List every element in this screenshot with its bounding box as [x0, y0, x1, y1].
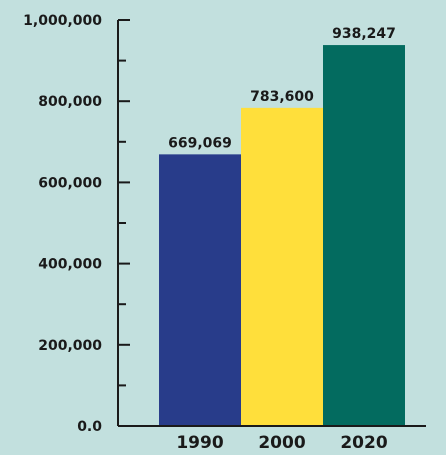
bars — [159, 45, 405, 427]
y-tick-label: 1,000,000 — [23, 13, 102, 29]
x-tick-label: 1990 — [176, 433, 223, 451]
data-label-2000: 783,600 — [250, 89, 314, 105]
x-axis: 1990 2000 2020 — [118, 425, 426, 453]
y-tick-label: 800,000 — [38, 94, 102, 110]
bar-2020 — [323, 45, 405, 426]
bar-1990 — [159, 154, 241, 427]
data-labels: 669,069 783,600 938,247 — [168, 26, 396, 151]
data-label-1990: 669,069 — [168, 135, 232, 151]
y-axis: 0.0 200,000 400,000 600,000 800,000 1,000,000 — [23, 13, 130, 435]
y-tick-label: 600,000 — [38, 175, 102, 191]
x-tick-label: 2020 — [340, 433, 387, 451]
x-tick-label: 2000 — [258, 433, 305, 451]
y-tick-label: 400,000 — [38, 257, 102, 273]
data-label-2020: 938,247 — [332, 26, 396, 42]
bar-2000 — [241, 107, 323, 426]
y-tick-label: 0.0 — [77, 419, 102, 435]
y-tick-label: 200,000 — [38, 338, 102, 354]
